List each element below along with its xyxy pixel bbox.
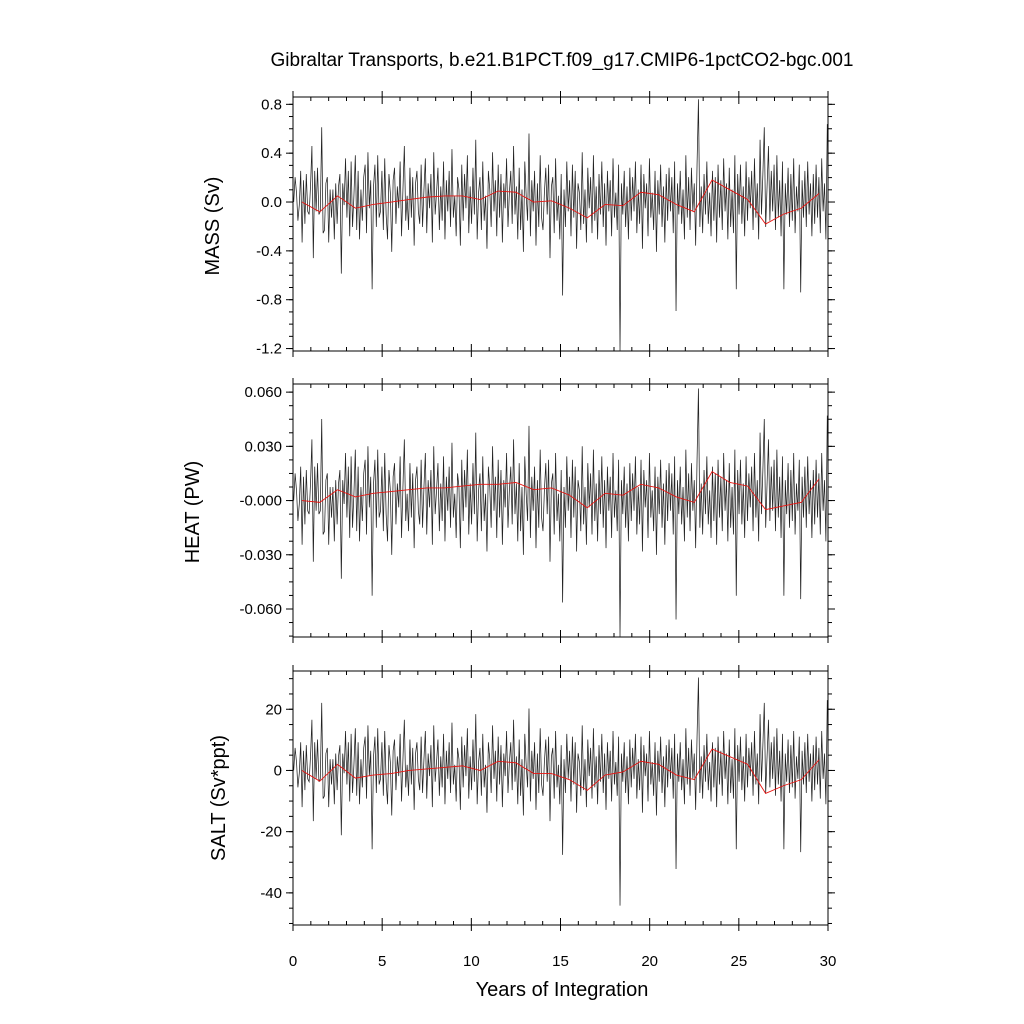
salt-y-tick-label: 20 [265, 701, 282, 718]
salt-annual-mean-line [301, 748, 820, 794]
salt-monthly-series-line [293, 677, 828, 906]
heat-y-tick-label: -0.030 [239, 547, 282, 564]
mass-y-tick-label: -1.2 [256, 341, 282, 358]
mass-y-tick-label: -0.8 [256, 292, 282, 309]
salt-y-tick-label: -20 [260, 824, 282, 841]
x-tick-label: 10 [463, 953, 480, 970]
heat-monthly-series-line [293, 388, 828, 638]
salt-y-axis-label: SALT (Sv*ppt) [208, 735, 230, 861]
heat-plot-area: 0.060 0.030 -0.000 -0.030 -0.060 [239, 378, 835, 643]
x-tick-label: 30 [820, 953, 837, 970]
heat-y-axis-label: HEAT (PW) [182, 461, 204, 564]
x-tick-label: 20 [641, 953, 658, 970]
mass-y-tick-label: 0.0 [261, 194, 282, 211]
heat-panel: 0.060 0.030 -0.000 -0.030 -0.060 HEAT (PW) [182, 378, 835, 643]
salt-y-tick-label: 0 [274, 762, 282, 779]
x-tick-label: 25 [730, 953, 747, 970]
salt-plot-area: 20 0 -20 -40 [260, 665, 835, 931]
salt-panel: 20 0 -20 -40 SALT (Sv*ppt) [208, 665, 835, 931]
x-axis-label: Years of Integration [476, 979, 649, 1001]
x-tick-label: 0 [289, 953, 297, 970]
mass-y-tick-label: 0.4 [261, 145, 282, 162]
x-axis-tick-labels: 0 5 10 15 20 25 30 [289, 953, 837, 970]
mass-y-tick-label: -0.4 [256, 243, 282, 260]
mass-plot-area: 0.8 0.4 0.0 -0.4 -0.8 -1.2 [256, 91, 835, 358]
heat-y-tick-label: 0.030 [244, 438, 282, 455]
mass-monthly-series-line [293, 99, 828, 352]
mass-annual-mean-line [301, 179, 820, 225]
heat-y-tick-label: 0.060 [244, 384, 282, 401]
heat-y-tick-label: -0.060 [239, 601, 282, 618]
chart-title: Gibraltar Transports, b.e21.B1PCT.f09_g1… [271, 50, 854, 71]
x-tick-label: 5 [378, 953, 386, 970]
heat-y-tick-label: -0.000 [239, 493, 282, 510]
mass-y-axis-label: MASS (Sv) [202, 177, 224, 276]
mass-panel: 0.8 0.4 0.0 -0.4 -0.8 -1.2 MASS (Sv) [202, 91, 835, 358]
salt-y-tick-label: -40 [260, 885, 282, 902]
mass-y-tick-label: 0.8 [261, 96, 282, 113]
x-tick-label: 15 [552, 953, 569, 970]
heat-annual-mean-line [301, 471, 820, 511]
